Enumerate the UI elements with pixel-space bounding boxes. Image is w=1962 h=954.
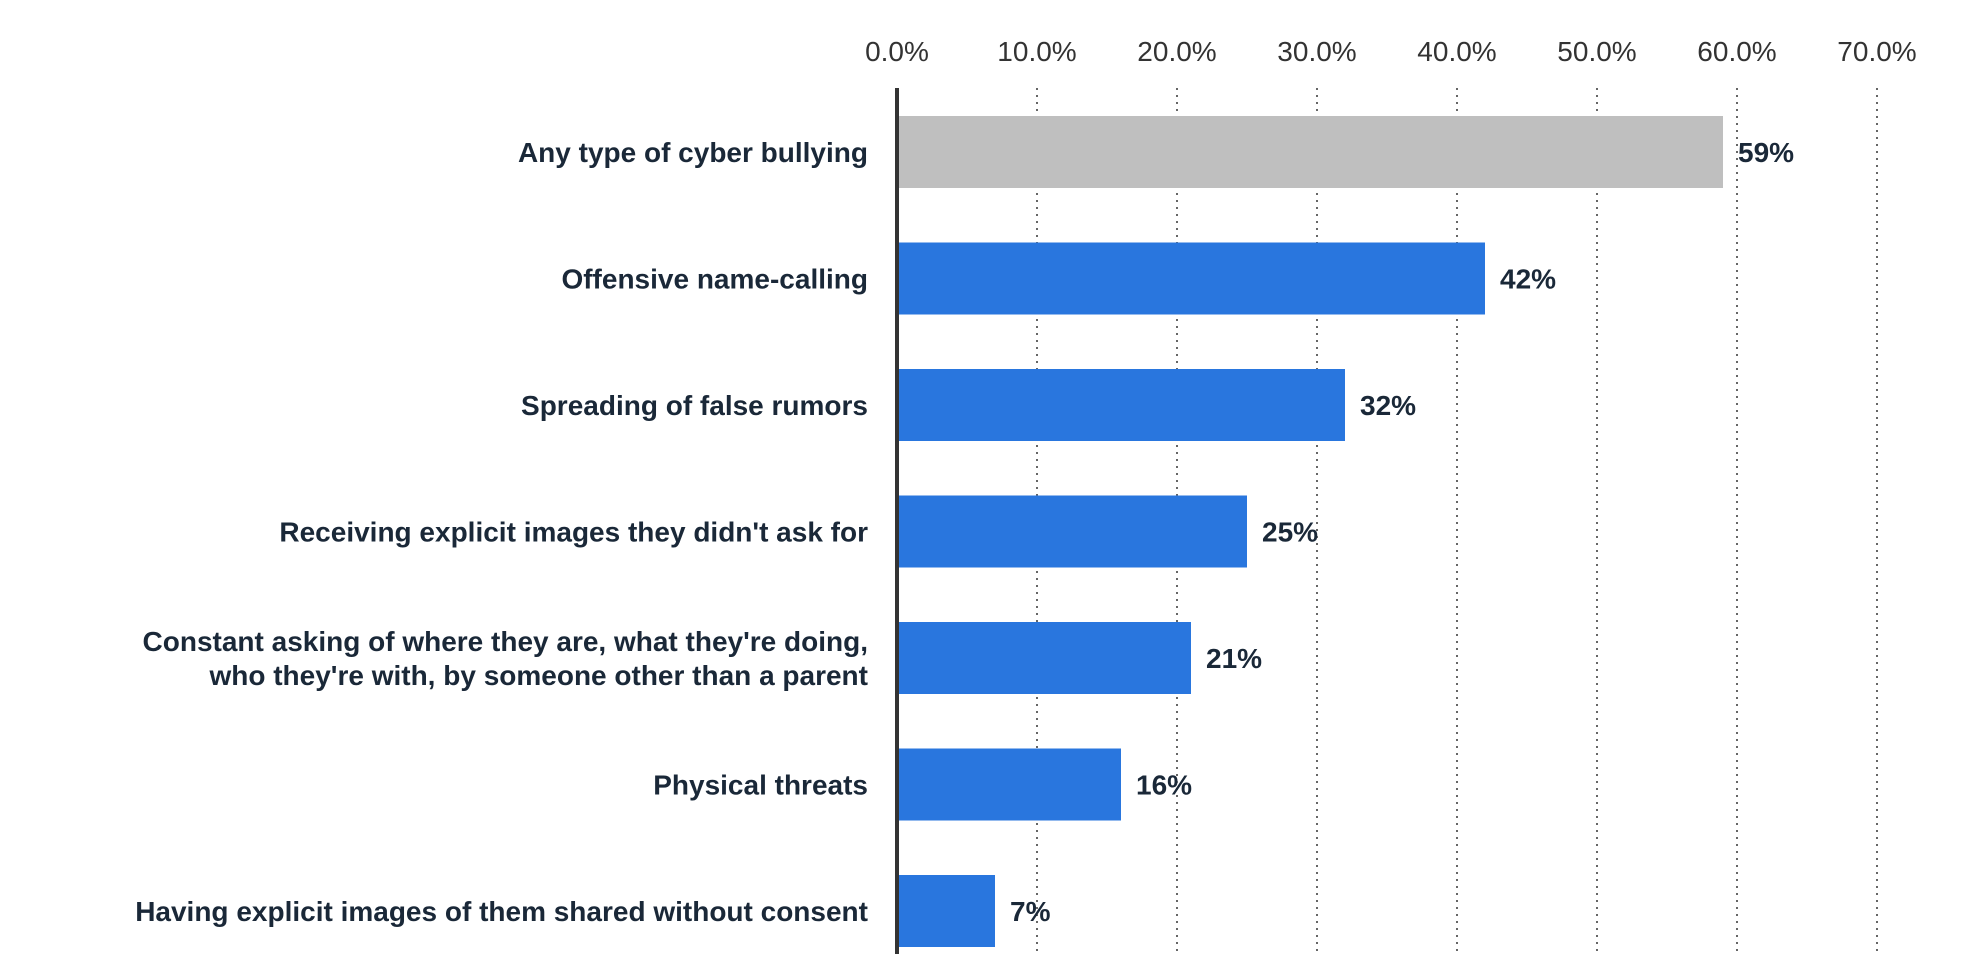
x-tick-label: 60.0% [1697, 36, 1776, 67]
category-label: Receiving explicit images they didn't as… [279, 517, 868, 548]
x-tick-label: 0.0% [865, 36, 929, 67]
category-label: Having explicit images of them shared wi… [135, 896, 868, 927]
data-label: 25% [1262, 517, 1318, 548]
category-label: Physical threats [653, 770, 868, 801]
data-label: 59% [1738, 137, 1794, 168]
x-tick-label: 30.0% [1277, 36, 1356, 67]
bar-constant-asking-of-where-they-are-what-t [897, 622, 1191, 694]
bars [897, 116, 1723, 947]
category-labels: Any type of cyber bullying Offensive name… [135, 137, 868, 927]
bar-offensive-name-calling [897, 242, 1485, 315]
data-label: 16% [1136, 770, 1192, 801]
x-tick-label: 70.0% [1837, 36, 1916, 67]
bar-physical-threats [897, 748, 1121, 821]
x-axis-ticks: 0.0% 10.0% 20.0% 30.0% 40.0% 50.0% 60.0% 70.0% [865, 36, 1917, 67]
category-label: Offensive name-calling [561, 264, 868, 295]
x-tick-label: 50.0% [1557, 36, 1636, 67]
data-label: 21% [1206, 643, 1262, 674]
x-tick-label: 40.0% [1417, 36, 1496, 67]
bar-any-type-of-cyber-bullying [897, 116, 1723, 188]
value-labels: 59% 42% 32% 25% 21% 16% 7% [1010, 137, 1794, 927]
data-label: 32% [1360, 390, 1416, 421]
category-label: who they're with, by someone other than … [208, 660, 868, 691]
data-label: 42% [1500, 264, 1556, 295]
category-label: Constant asking of where they are, what … [143, 626, 868, 657]
data-label: 7% [1010, 896, 1051, 927]
category-label: Spreading of false rumors [521, 390, 868, 421]
bar-receiving-explicit-images-they-didn-t-as [897, 495, 1247, 568]
x-tick-label: 10.0% [997, 36, 1076, 67]
category-label: Any type of cyber bullying [518, 137, 868, 168]
x-tick-label: 20.0% [1137, 36, 1216, 67]
bar-spreading-of-false-rumors [897, 369, 1345, 441]
bar-having-explicit-images-of-them-shared-wi [897, 875, 995, 947]
